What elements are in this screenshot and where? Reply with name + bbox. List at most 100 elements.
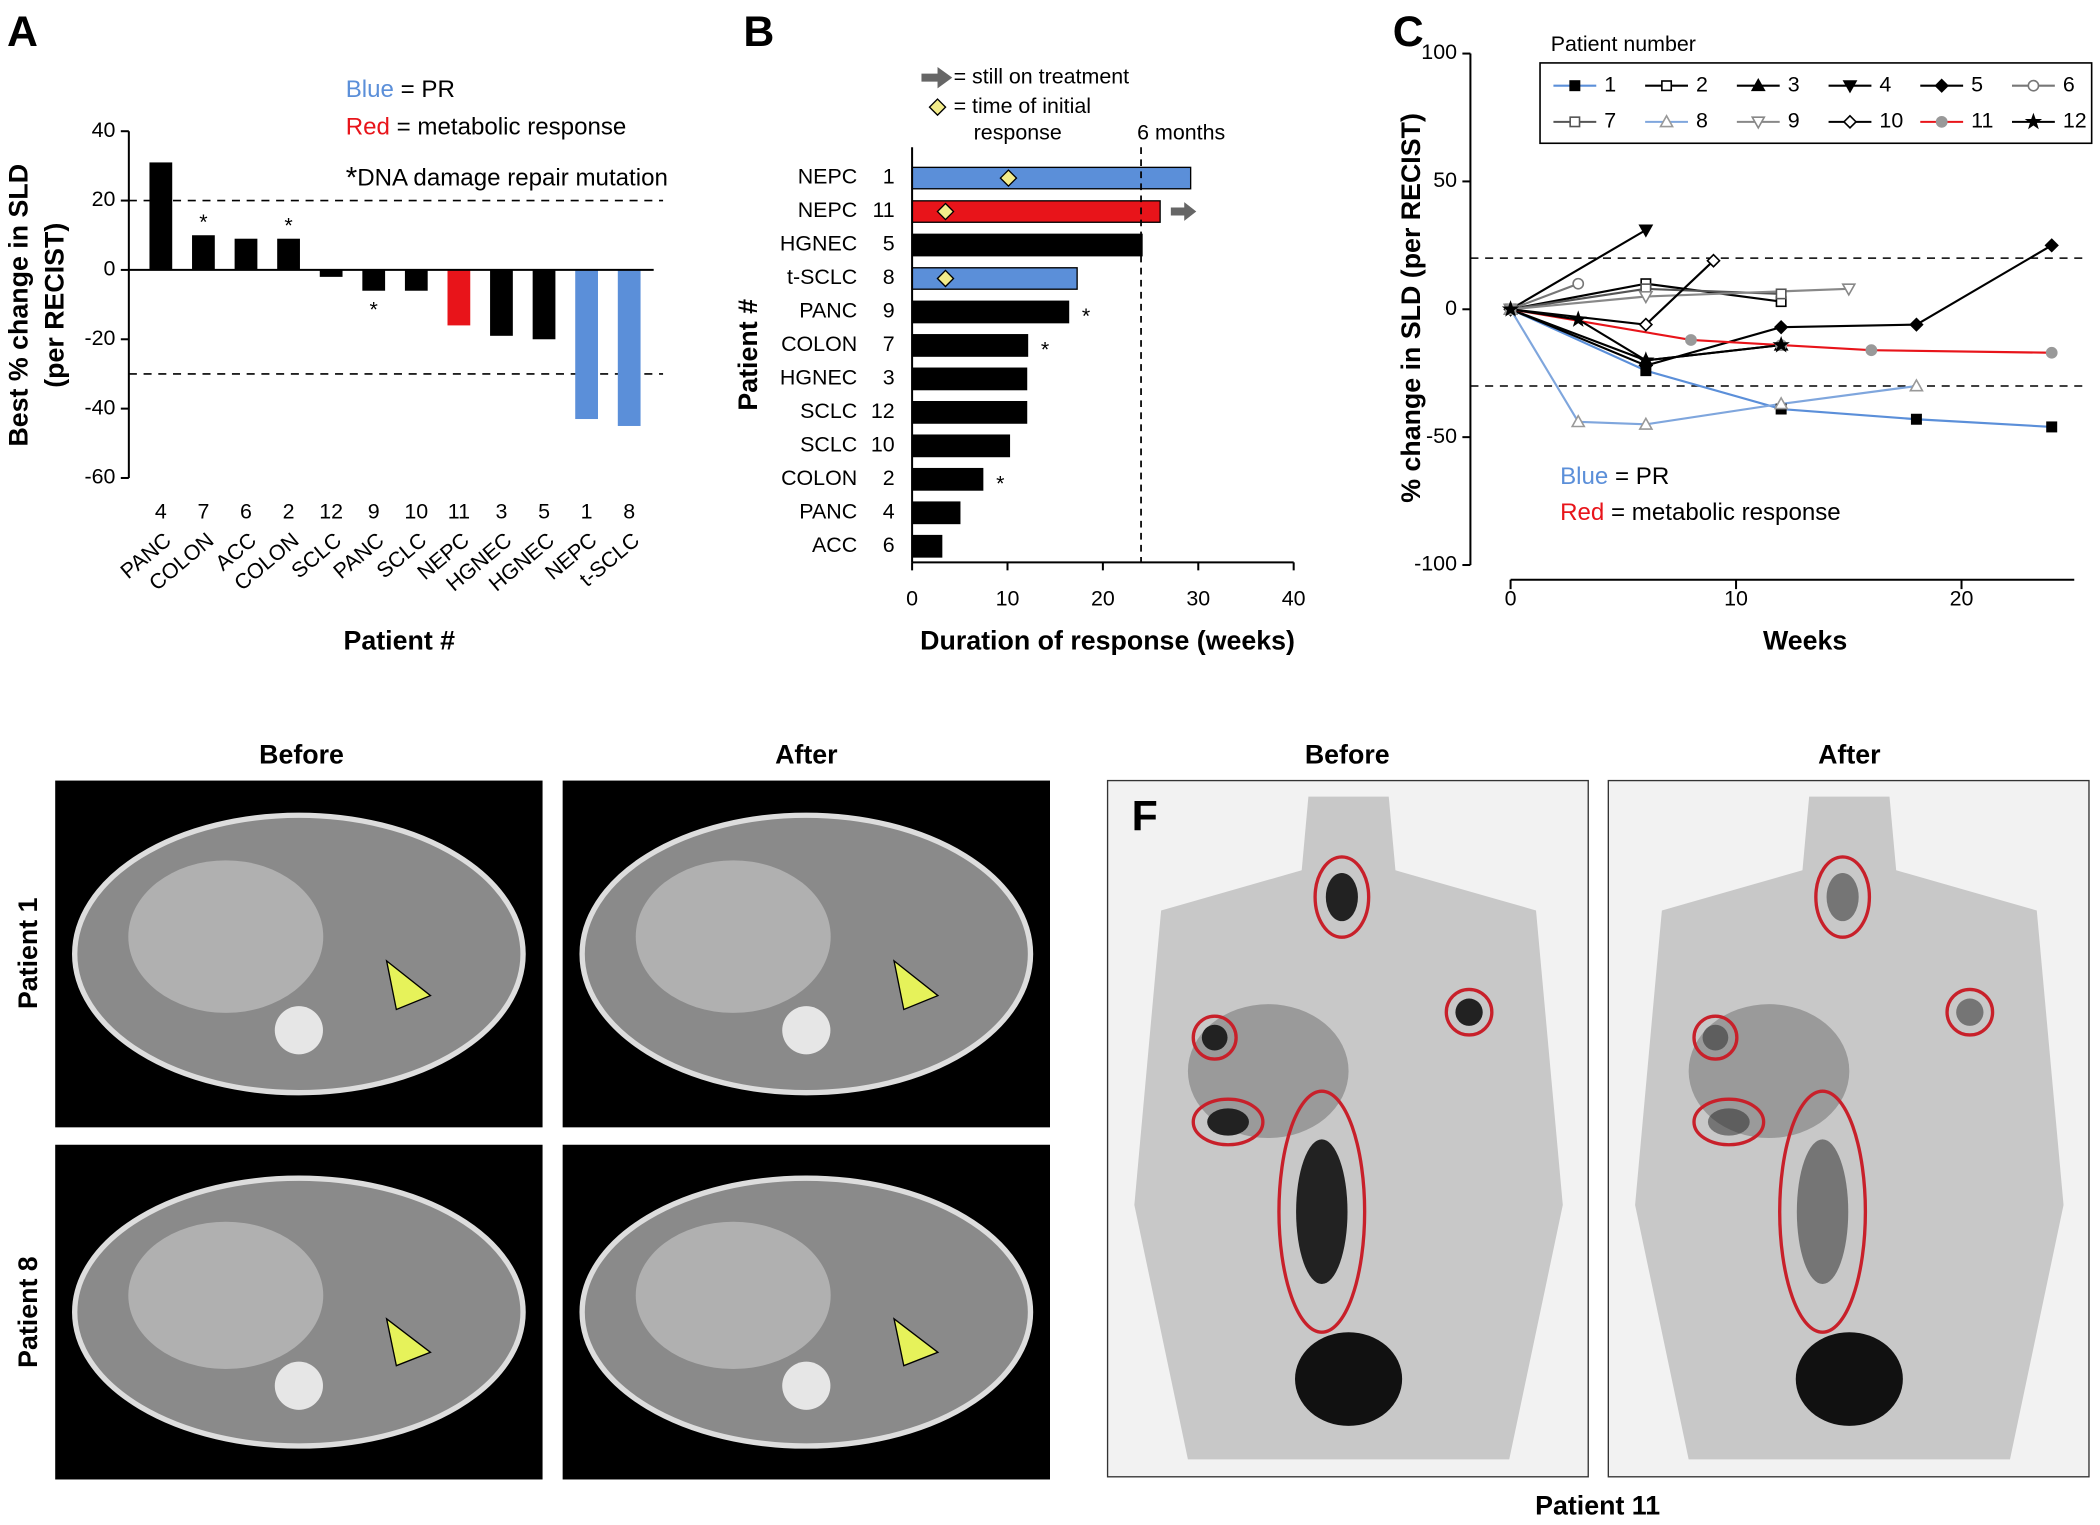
marker	[1661, 80, 1673, 92]
y-tick-label: -60	[84, 465, 115, 489]
marker	[1685, 334, 1697, 346]
marker	[1659, 114, 1674, 128]
marker	[1638, 416, 1654, 430]
legend-label: 5	[1971, 72, 1983, 96]
ct-organ	[128, 1221, 324, 1370]
category-label: 4	[883, 499, 895, 523]
marker	[1638, 317, 1654, 332]
legend-label: 1	[1604, 72, 1616, 96]
marker	[1910, 413, 1922, 425]
group-label: t-SCLC	[787, 265, 857, 289]
bar	[447, 269, 471, 326]
pet-uptake	[1702, 1024, 1729, 1051]
column-title: After	[775, 740, 838, 770]
marker	[1773, 320, 1789, 335]
bar	[575, 269, 598, 420]
legend-arrow	[921, 66, 953, 89]
pet-organ	[1187, 1004, 1349, 1139]
x-tick-label: 0	[1505, 586, 1517, 610]
y-axis-label: Best % change in SLD	[3, 164, 33, 447]
ct-spine	[782, 1361, 831, 1410]
x-tick-label: 30	[1186, 586, 1210, 610]
group-label: SCLC	[800, 399, 857, 423]
category-label: 2	[883, 466, 895, 490]
bar	[911, 467, 984, 491]
pet-uptake	[1956, 998, 1984, 1026]
legend-label: 11	[1971, 108, 1993, 132]
x-axis-label: Patient #	[344, 626, 456, 656]
pet-uptake	[1201, 1024, 1228, 1051]
x-axis-label: Duration of response (weeks)	[920, 626, 1295, 656]
bar	[532, 269, 556, 340]
bar	[911, 300, 1070, 324]
x-tick-label: 40	[1282, 586, 1306, 610]
x-tick-label: 9	[368, 499, 380, 523]
y-tick-label: 100	[1421, 40, 1457, 64]
marker	[1750, 78, 1766, 92]
asterisk: *	[284, 213, 292, 237]
x-tick-label: 7	[197, 499, 209, 523]
ct-spine	[274, 1006, 323, 1055]
x-tick-label: 4	[155, 499, 167, 523]
y-tick-label: 0	[104, 257, 116, 281]
lesion-outline	[1191, 1097, 1265, 1147]
panel-label: E	[65, 1154, 94, 1202]
marker	[2046, 421, 2058, 433]
ct-organ	[635, 860, 831, 1013]
bar	[277, 238, 300, 270]
marker	[1909, 378, 1924, 392]
marker	[2024, 112, 2043, 130]
marker	[1842, 114, 1858, 130]
pet-uptake	[1707, 1108, 1750, 1136]
y-axis-label: (per RECIST)	[40, 223, 70, 388]
lesion-outline	[1692, 1014, 1739, 1061]
note: Blue = PR	[1560, 463, 1669, 490]
note-highlight: Red	[346, 114, 390, 141]
group-label: HGNEC	[780, 232, 857, 256]
asterisk: *	[199, 210, 207, 234]
legend-diamond	[928, 98, 947, 117]
pet-body	[1635, 796, 2064, 1460]
marker	[1572, 277, 1585, 290]
y-tick-label: -40	[84, 395, 115, 419]
footnote-text: DNA damage repair mutation	[357, 165, 668, 192]
note-highlight: Blue	[346, 76, 394, 103]
x-tick-label: 5	[538, 499, 550, 523]
panel-label: C	[1393, 8, 1424, 56]
x-tick-label: 2	[283, 499, 295, 523]
ct-spine	[782, 1006, 831, 1055]
pet-uptake	[1796, 1139, 1849, 1284]
pet-uptake	[1826, 872, 1859, 922]
marker	[1638, 224, 1654, 238]
marker	[1569, 310, 1587, 327]
asterisk: *	[996, 471, 1004, 495]
category-label: 6	[883, 533, 895, 557]
marker	[1772, 335, 1790, 353]
marker	[1569, 80, 1581, 92]
category-label: 11	[872, 198, 894, 222]
marker	[1865, 344, 1878, 357]
series-line	[1510, 282, 1579, 311]
group-label: NEPC	[798, 198, 857, 222]
panel-label: B	[743, 8, 774, 56]
x-tick-label: 1	[581, 499, 593, 523]
bar	[911, 434, 1011, 458]
category-label: 8	[883, 265, 895, 289]
marker	[1909, 317, 1924, 332]
note: Blue = PR	[346, 76, 455, 103]
y-tick-label: 40	[92, 118, 116, 142]
bar	[911, 334, 1029, 357]
footnote: *DNA damage repair mutation	[346, 161, 668, 194]
marker	[2027, 79, 2040, 92]
pet-organ	[1795, 1332, 1903, 1426]
marker	[1773, 396, 1789, 410]
y-tick-label: -20	[84, 326, 115, 350]
legend-text: = time of initial	[954, 94, 1091, 118]
arrowhead	[385, 1317, 432, 1367]
bar	[911, 501, 961, 525]
pet-uptake	[1296, 1139, 1348, 1284]
y-tick-label: 20	[92, 187, 116, 211]
y-tick-label: -50	[1426, 424, 1457, 448]
legend-text: = still on treatment	[954, 64, 1130, 88]
